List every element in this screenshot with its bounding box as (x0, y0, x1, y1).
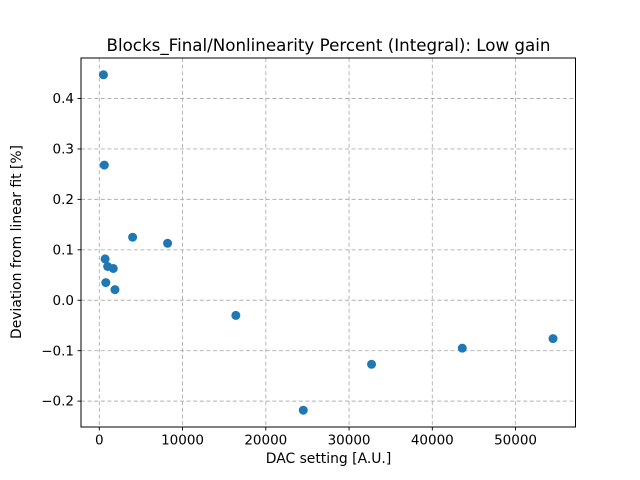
tick-labels: 0 10000 20000 30000 40000 50000 −0.2 −0.1 0.0 0.1… (41, 91, 537, 448)
data-point (110, 285, 120, 295)
axes-frame (80, 57, 576, 428)
chart-title: Blocks_Final/Nonlinearity Percent (Integ… (107, 35, 551, 56)
data-point (457, 343, 467, 353)
data-point (100, 254, 110, 264)
data-point (128, 232, 138, 242)
data-point (101, 278, 111, 288)
tick-marks (77, 98, 517, 431)
data-point (99, 160, 109, 170)
data-point (367, 359, 377, 369)
data-point (98, 70, 108, 80)
x-tick-label: 20000 (244, 433, 287, 449)
y-tick-label: 0.1 (53, 242, 74, 258)
y-tick-label: 0.3 (53, 142, 74, 158)
x-tick-label: 10000 (161, 433, 204, 449)
y-tick-label: −0.2 (41, 394, 74, 410)
y-tick-label: 0.4 (53, 91, 74, 107)
y-tick-label: 0.0 (53, 293, 74, 309)
scatter-points (98, 70, 558, 415)
y-tick-label: 0.2 (53, 192, 74, 208)
x-tick-label: 50000 (494, 433, 537, 449)
x-tick-label: 0 (95, 433, 104, 449)
y-axis-label: Deviation from linear fit [%] (9, 145, 25, 339)
data-point (298, 405, 308, 415)
x-axis-label: DAC setting [A.U.] (266, 451, 392, 467)
grid-lines (81, 58, 576, 427)
data-point (231, 310, 241, 320)
y-tick-label: −0.1 (41, 343, 74, 359)
data-point (163, 238, 173, 248)
data-point (548, 334, 558, 344)
x-tick-label: 30000 (328, 433, 371, 449)
data-point (108, 263, 118, 273)
x-tick-label: 40000 (411, 433, 454, 449)
